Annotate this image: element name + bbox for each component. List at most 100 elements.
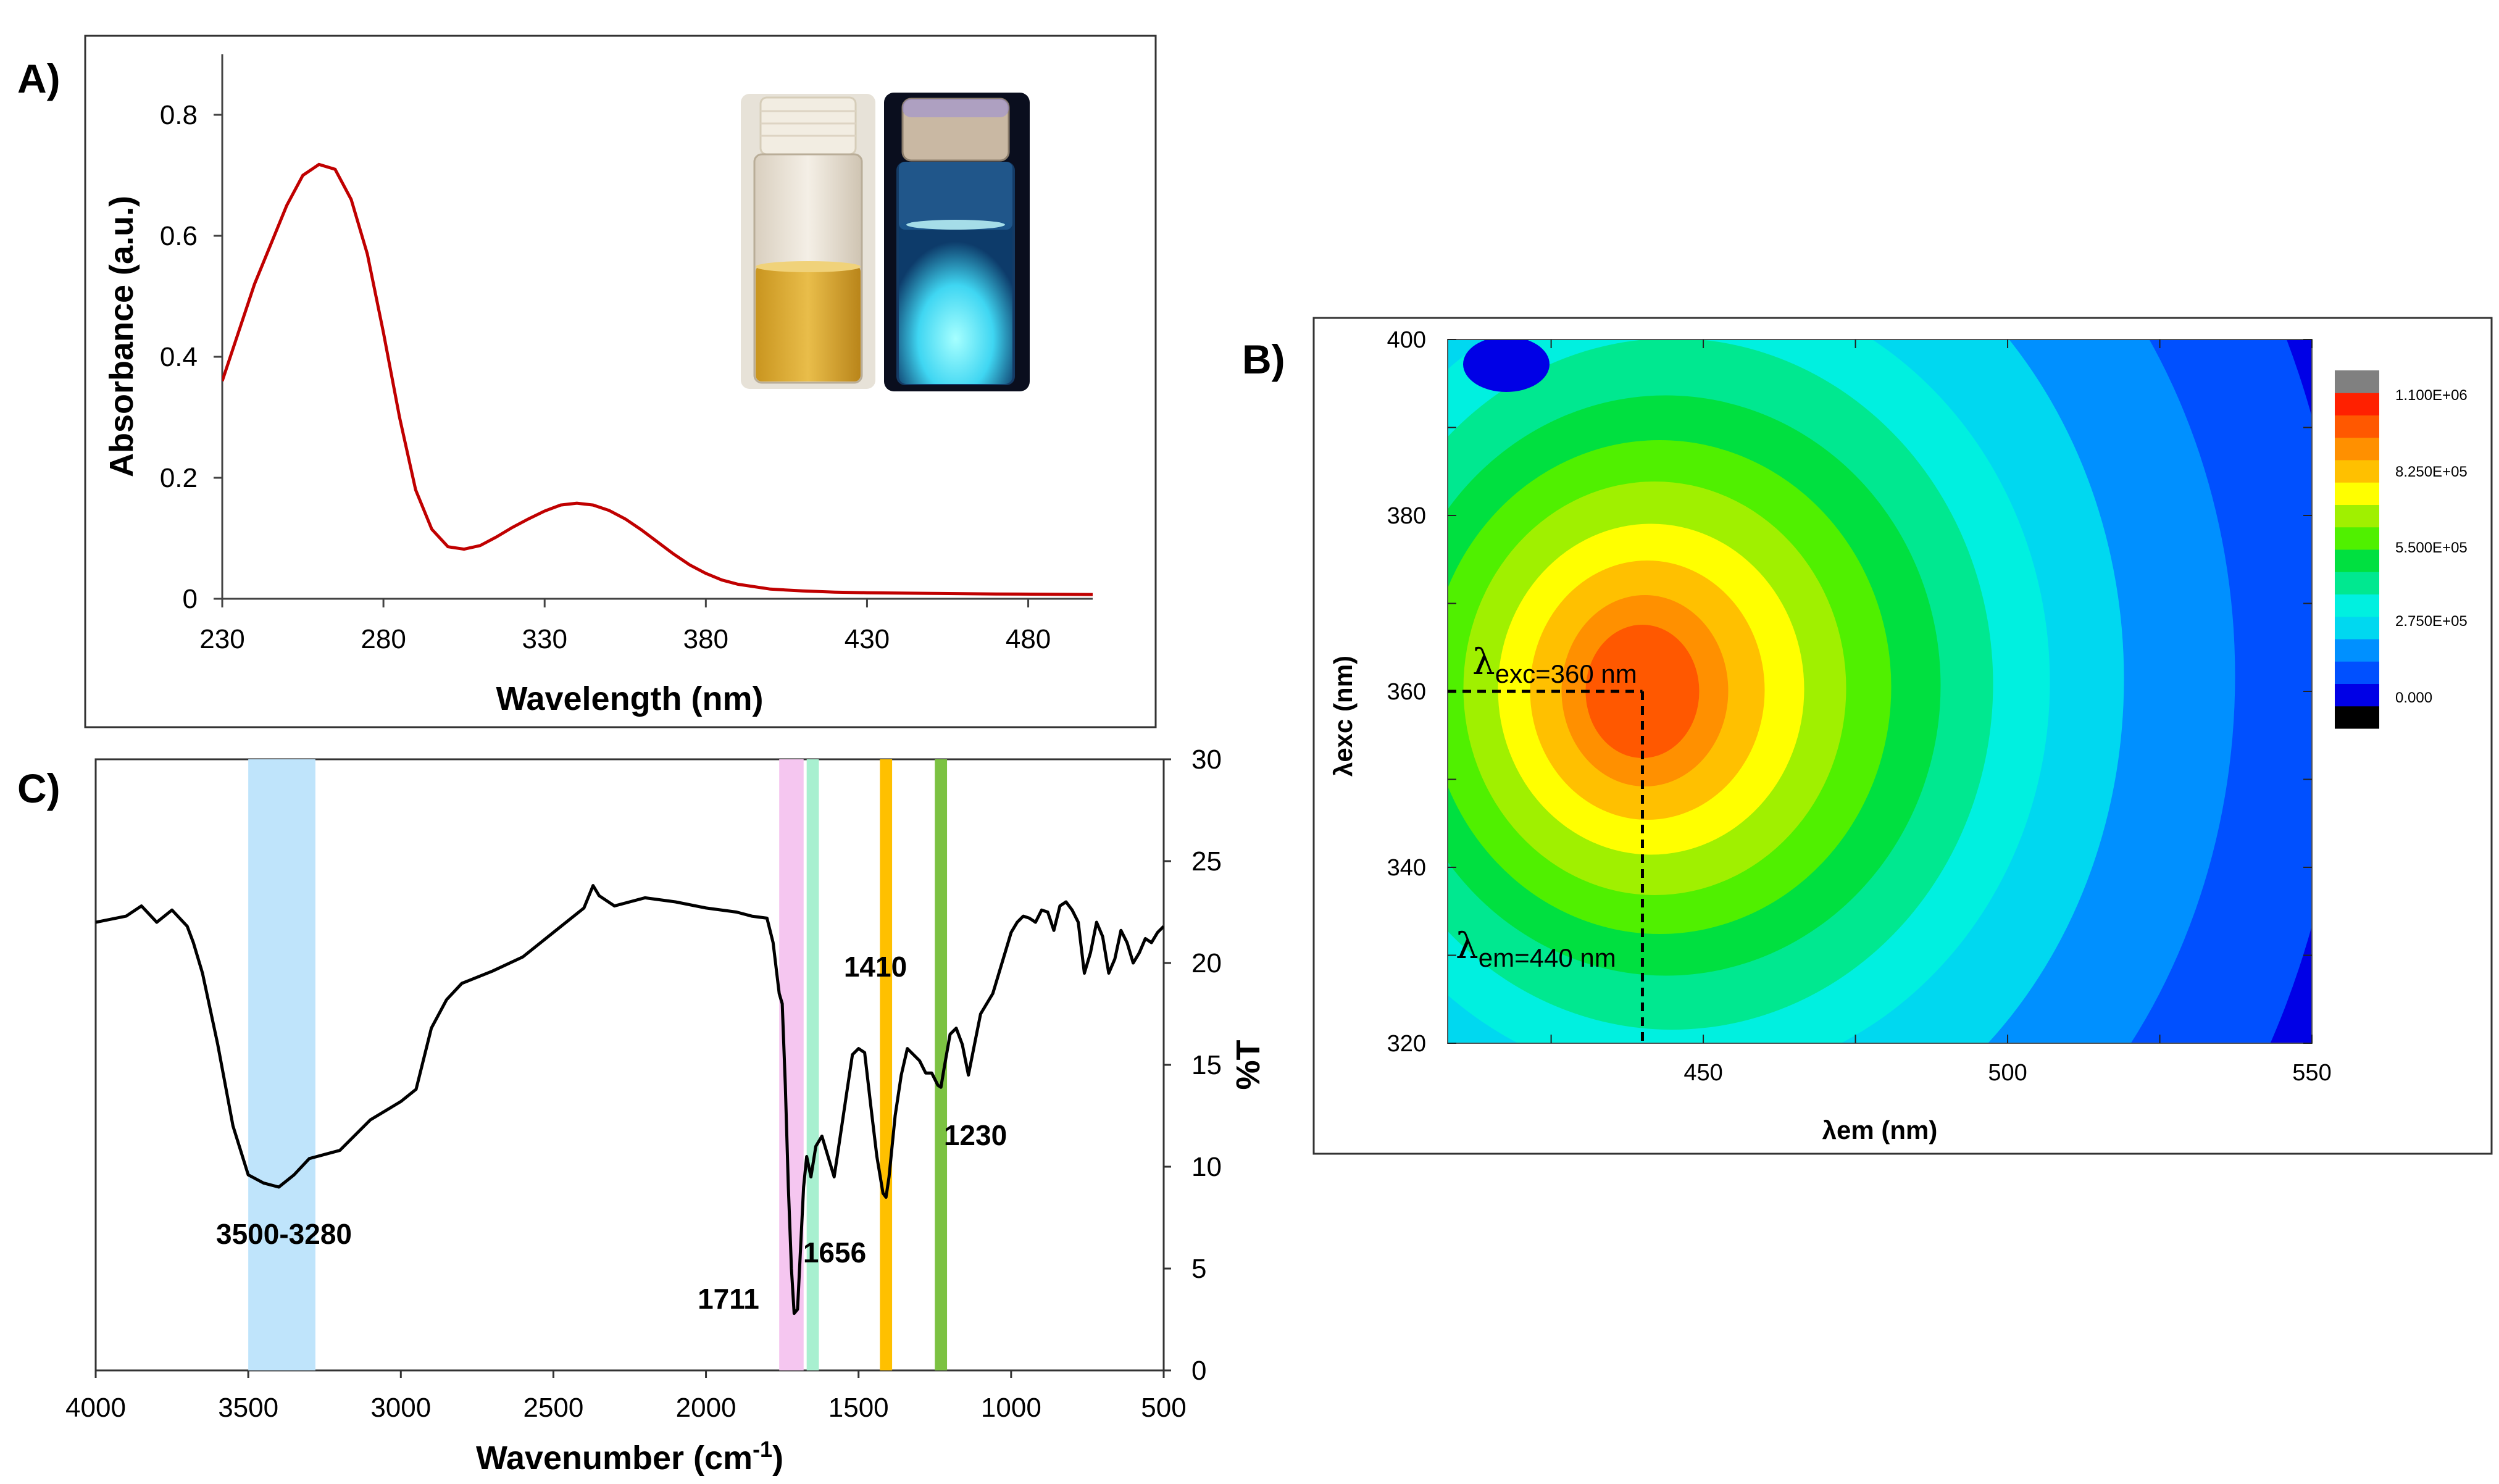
b-xtick-label: 450	[1683, 1060, 1722, 1086]
a-xtick-label: 430	[845, 624, 890, 654]
colorbar-swatches	[2335, 370, 2379, 729]
contour-pocket	[1463, 340, 1550, 392]
colorbar-swatch	[2335, 639, 2379, 662]
panel-b-frame	[1312, 317, 2493, 1155]
panel-b-x-axis-title: λem (nm)	[1822, 1115, 1938, 1144]
b-xtick-label: 500	[1988, 1060, 2027, 1086]
colorbar-swatch	[2335, 504, 2379, 528]
panel-b-y-tick-labels: 320 340 360 380 400	[1387, 327, 1426, 1057]
panel-a-y-axis-title: Absorbance (a.u.)	[103, 196, 140, 477]
panel-b-y-axis-title: λexc (nm)	[1329, 656, 1358, 777]
c-ytick-label: 0	[1191, 1356, 1206, 1386]
c-ytick-label: 20	[1191, 948, 1222, 978]
colorbar-swatch	[2335, 415, 2379, 438]
ftir-transmittance-line	[96, 884, 1164, 1315]
a-xtick-label: 380	[683, 624, 728, 654]
c-ytick-label: 30	[1191, 744, 1222, 775]
excitation-annotation: λexc=360 nm	[1472, 641, 1637, 688]
c-ytick-label: 10	[1191, 1152, 1222, 1182]
colorbar-swatch	[2335, 460, 2379, 483]
absorbance-series-line	[222, 162, 1093, 596]
panel-a-y-tick-labels: 0 0.2 0.4 0.6 0.8	[160, 100, 198, 614]
colorbar-label: 5.500E+05	[2395, 540, 2468, 556]
c-ytick-label: 15	[1191, 1050, 1222, 1080]
panel-b-ticks	[1448, 339, 2313, 1044]
a-xtick-label: 280	[361, 624, 406, 654]
b-ytick-label: 360	[1387, 679, 1426, 705]
colorbar-swatch	[2335, 482, 2379, 505]
peak-label-1410: 1410	[844, 951, 907, 983]
colorbar-swatch	[2335, 594, 2379, 617]
a-ytick-label: 0.6	[160, 221, 198, 251]
peak-label-3500-3280: 3500-3280	[216, 1218, 352, 1250]
panel-b: B) 450 500 550 320 340 360 380 400 λem (…	[1242, 317, 2493, 1155]
b-ytick-label: 320	[1387, 1031, 1426, 1057]
panel-c-y-axis-title: %T	[1230, 1040, 1267, 1090]
vial-uv	[884, 93, 1030, 391]
c-ytick-label: 5	[1191, 1254, 1206, 1284]
panel-c-x-axis-title: Wavenumber (cm-1)	[476, 1436, 783, 1477]
a-ytick-label: 0.8	[160, 100, 198, 130]
panel-c-x-tick-labels: 4000 3500 3000 2500 2000 1500 1000 500	[65, 1393, 1187, 1423]
c-xtick-label: 2500	[523, 1393, 583, 1423]
c-ytick-label: 25	[1191, 846, 1222, 877]
vial-daylight	[741, 94, 875, 389]
c-xtick-label: 500	[1141, 1393, 1186, 1423]
colorbar-label: 1.100E+06	[2395, 387, 2468, 404]
panel-c: C) 4000 3500 3000 2500 2000 1500 1000 50…	[17, 744, 1267, 1477]
c-xtick-label: 3500	[218, 1393, 278, 1423]
panel-b-label: B)	[1242, 336, 1285, 382]
c-xtick-label: 2000	[676, 1393, 736, 1423]
vial-photo-inset	[741, 93, 1030, 391]
peak-label-1230: 1230	[944, 1119, 1007, 1151]
band-5	[935, 759, 948, 1370]
panel-a-label: A)	[17, 56, 60, 101]
panel-a: A) 230 280 330 380 430 480 0 0.2 0.4 0.6…	[17, 35, 1157, 728]
c-xtick-label: 3000	[370, 1393, 431, 1423]
colorbar-swatch	[2335, 527, 2379, 550]
b-ytick-label: 400	[1387, 327, 1426, 353]
emission-annotation: λem=440 nm	[1456, 925, 1616, 972]
a-ytick-label: 0.4	[160, 342, 198, 372]
band-3	[806, 759, 819, 1370]
panel-a-x-axis-title: Wavelength (nm)	[496, 680, 763, 717]
b-xtick-label: 550	[2292, 1060, 2331, 1086]
colorbar-label: 2.750E+05	[2395, 613, 2468, 630]
colorbar-labels: 1.100E+06 8.250E+05 5.500E+05 2.750E+05 …	[2395, 387, 2468, 706]
a-ytick-label: 0.2	[160, 463, 198, 493]
panel-b-x-tick-labels: 450 500 550	[1683, 1060, 2331, 1086]
band-4	[880, 759, 893, 1370]
colorbar-swatch	[2335, 572, 2379, 594]
c-xtick-label: 4000	[65, 1393, 126, 1423]
colorbar: 1.100E+06 8.250E+05 5.500E+05 2.750E+05 …	[2335, 370, 2468, 729]
colorbar-swatch	[2335, 661, 2379, 684]
a-xtick-label: 480	[1006, 624, 1051, 654]
panel-a-ticks	[214, 114, 1030, 607]
colorbar-swatch	[2335, 437, 2379, 461]
panel-c-highlight-bands	[248, 759, 948, 1370]
colorbar-label: 0.000	[2395, 690, 2432, 706]
colorbar-swatch	[2335, 549, 2379, 572]
colorbar-swatch	[2335, 393, 2379, 415]
colorbar-swatch	[2335, 370, 2379, 393]
panel-c-label: C)	[17, 765, 60, 811]
a-ytick-label: 0	[183, 584, 198, 614]
panel-c-ticks	[94, 758, 1171, 1378]
b-ytick-label: 380	[1387, 503, 1426, 529]
c-xtick-label: 1000	[981, 1393, 1041, 1423]
band-1	[248, 759, 315, 1370]
colorbar-swatch	[2335, 683, 2379, 707]
peak-label-1711: 1711	[698, 1283, 759, 1315]
a-xtick-label: 230	[199, 624, 244, 654]
peak-labels: 3500-3280 1711 1656 1410 1230	[216, 951, 1007, 1315]
b-ytick-label: 340	[1387, 855, 1426, 881]
peak-label-1656: 1656	[803, 1236, 866, 1269]
panel-c-y-tick-labels: 0 5 10 15 20 25 30	[1191, 744, 1222, 1386]
heatmap-contours	[1448, 340, 2312, 1043]
colorbar-swatch	[2335, 616, 2379, 640]
panel-a-x-tick-labels: 230 280 330 380 430 480	[199, 624, 1051, 654]
a-xtick-label: 330	[522, 624, 567, 654]
panel-a-frame	[84, 35, 1157, 728]
c-xtick-label: 1500	[828, 1393, 889, 1423]
colorbar-label: 8.250E+05	[2395, 464, 2468, 480]
